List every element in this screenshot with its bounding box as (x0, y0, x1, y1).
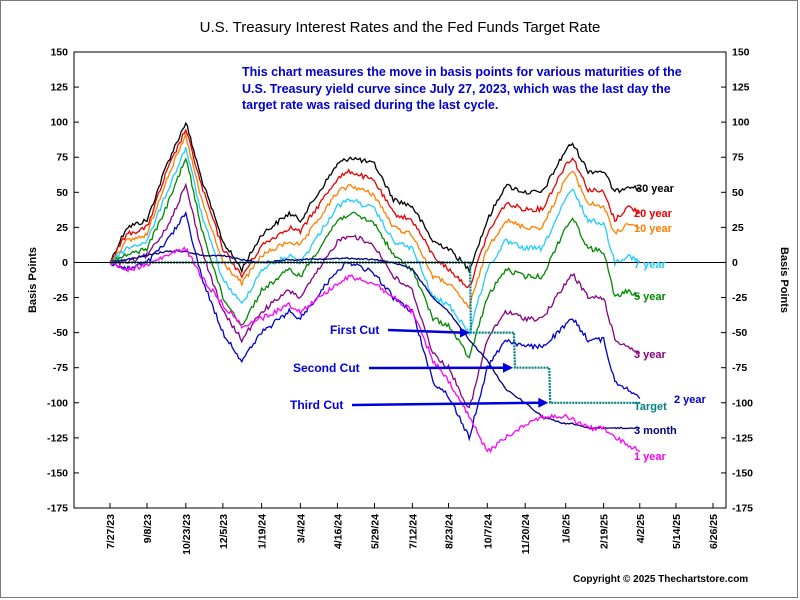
series-line-target (110, 261, 640, 404)
y-tick-label-right: 0 (732, 257, 738, 269)
x-tick-label: 4/16/24 (332, 514, 344, 549)
y-tick-label-left: -100 (47, 397, 68, 409)
x-tick-label: 7/27/23 (105, 514, 117, 549)
y-tick-label-left: 0 (62, 257, 68, 269)
series-line-30-year (109, 121, 641, 274)
y-tick-label-left: -150 (47, 467, 68, 479)
y-axis-label-right: Basis Points (778, 247, 790, 313)
y-tick-label-left: 100 (50, 117, 68, 129)
series-line-5-year (109, 157, 641, 359)
x-tick-label: 8/23/24 (444, 514, 456, 549)
series-label-20-year: 20 year (634, 208, 673, 220)
y-tick-label-right: 75 (732, 152, 744, 164)
series-line-3-month (109, 250, 640, 430)
series-line-1-year (109, 246, 641, 454)
series-line-2-year (109, 210, 641, 442)
y-tick-label-right: 25 (732, 222, 744, 234)
series-label-3-month: 3 month (634, 425, 677, 437)
y-tick-label-right: 100 (732, 117, 750, 129)
annotation-1: First Cut (330, 323, 379, 337)
x-tick-label: 1/6/25 (561, 514, 573, 543)
x-tick-label: 10/7/24 (482, 514, 494, 549)
y-axis-label-left: Basis Points (27, 247, 39, 313)
x-tick-label: 7/12/24 (407, 514, 419, 549)
y-tick-label-left: 25 (56, 222, 68, 234)
note-line-3: target rate was raised during the last c… (242, 98, 499, 112)
y-tick-label-right: -50 (732, 327, 747, 339)
series-line-3-year (109, 182, 641, 409)
y-tick-label-right: -175 (732, 503, 753, 515)
y-tick-label-left: -125 (47, 432, 68, 444)
series-label-3-year: 3 year (634, 349, 667, 361)
series-line-7-year (109, 147, 641, 337)
note-line-2: U.S. Treasury yield curve since July 27,… (242, 82, 671, 96)
annotation-arrow-head-3 (538, 397, 549, 408)
y-tick-label-right: 50 (732, 187, 744, 199)
y-tick-label-left: 150 (50, 47, 68, 59)
x-tick-label: 6/26/25 (708, 514, 720, 549)
x-tick-label: 10/23/23 (181, 514, 193, 555)
series-line-20-year (109, 128, 641, 289)
chart-title: U.S. Treasury Interest Rates and the Fed… (199, 19, 601, 36)
x-tick-label: 1/19/24 (257, 514, 269, 549)
x-tick-label: 11/20/24 (520, 514, 532, 554)
x-tick-label: 5/14/25 (671, 514, 683, 549)
plot-area (73, 51, 727, 509)
annotation-3: Third Cut (290, 398, 343, 412)
y-tick-label-right: -75 (732, 362, 747, 374)
y-tick-label-left: 75 (56, 152, 68, 164)
y-tick-label-right: 125 (732, 82, 750, 94)
annotation-arrow-line-3 (351, 401, 541, 407)
x-tick-label: 9/8/23 (142, 514, 154, 543)
y-tick-label-right: -125 (732, 432, 753, 444)
series-label-2-year: 2 year (674, 394, 707, 406)
y-tick-label-left: -175 (47, 503, 68, 515)
y-tick-label-right: 150 (732, 47, 750, 59)
y-tick-label-left: -50 (53, 327, 68, 339)
copyright-text: Copyright © 2025 Thechartstore.com (573, 574, 749, 585)
series-line-10-year (109, 131, 641, 310)
x-tick-label: 12/5/23 (218, 514, 230, 549)
y-tick-label-right: -150 (732, 467, 753, 479)
series-label-10-year: 10 year (634, 223, 673, 235)
y-tick-label-right: -100 (732, 397, 753, 409)
annotation-arrow-head-2 (503, 362, 514, 373)
y-tick-label-left: 125 (50, 82, 68, 94)
y-tick-label-right: -25 (732, 292, 747, 304)
x-tick-label: 4/2/25 (635, 514, 647, 543)
y-tick-label-left: -75 (53, 362, 68, 374)
y-tick-label-left: -25 (53, 292, 68, 304)
series-label-5-year: 5 year (634, 291, 667, 303)
x-tick-label: 3/4/24 (295, 514, 307, 543)
annotation-arrow-head-1 (459, 327, 470, 338)
series-label-30-year: 30 year (636, 183, 675, 195)
x-tick-label: 5/29/24 (369, 514, 381, 549)
annotation-arrow-line-1 (387, 328, 462, 334)
note-line-1: This chart measures the move in basis po… (242, 65, 682, 79)
x-tick-label: 2/19/25 (599, 514, 611, 549)
annotation-2: Second Cut (293, 361, 360, 375)
series-label-7-year: 7 year (634, 259, 667, 271)
y-tick-label-left: 50 (56, 187, 68, 199)
series-label-1-year: 1 year (634, 451, 667, 463)
series-label-target: Target (634, 401, 667, 413)
